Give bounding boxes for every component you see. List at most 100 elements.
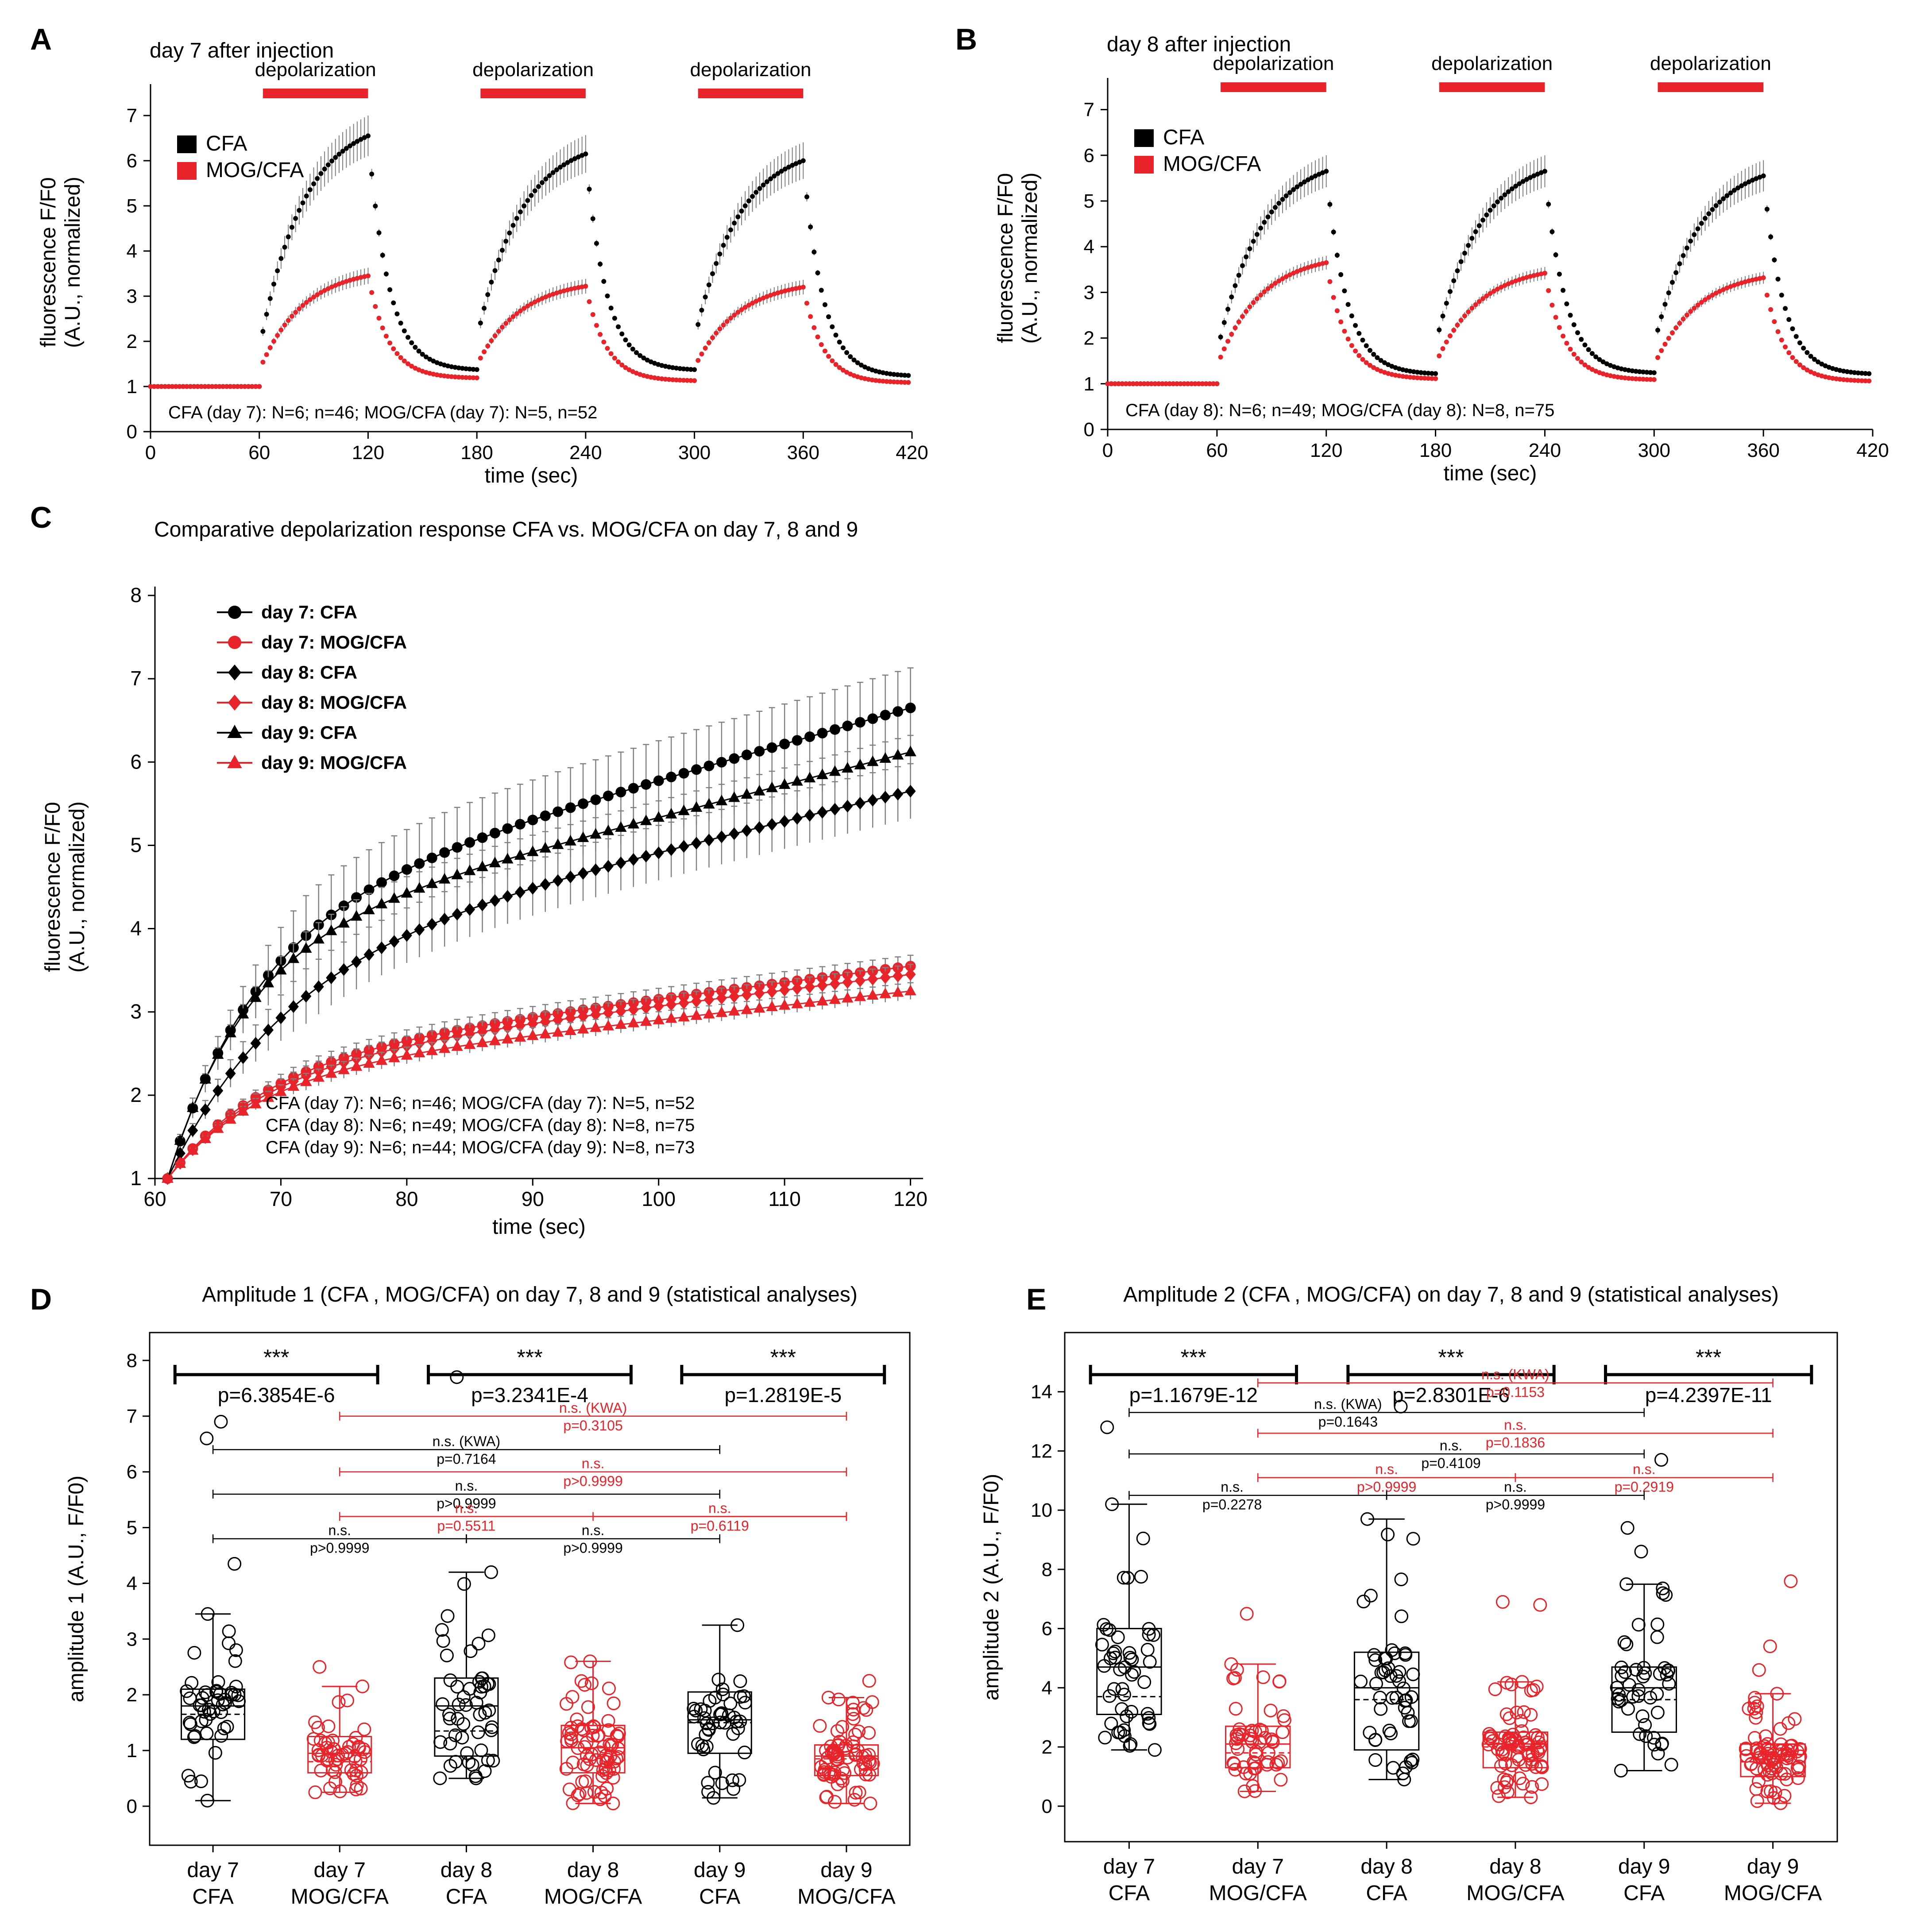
y-axis-label-line2: (A.U., normalized) xyxy=(61,177,85,348)
data-point xyxy=(816,768,828,779)
series-5 xyxy=(162,982,916,1183)
data-point xyxy=(1717,199,1722,205)
data-point xyxy=(200,1793,214,1808)
x-tick-label: 120 xyxy=(893,1187,927,1210)
y-axis-label-line1: fluorescence F/F0 xyxy=(994,173,1017,343)
data-point xyxy=(1235,1728,1249,1742)
plot-frame xyxy=(1064,1332,1838,1843)
data-point xyxy=(1287,272,1292,278)
data-point xyxy=(474,1680,488,1694)
data-point xyxy=(576,155,581,160)
data-point xyxy=(187,1646,201,1660)
data-point xyxy=(409,363,414,369)
data-point xyxy=(653,775,664,786)
data-point xyxy=(715,1006,728,1017)
data-point xyxy=(1509,186,1515,191)
data-point xyxy=(866,377,871,382)
data-point xyxy=(842,800,853,813)
data-point xyxy=(715,1682,730,1696)
data-point xyxy=(727,1711,741,1725)
chart-title: day 7 after injection xyxy=(150,39,334,62)
data-point xyxy=(271,339,276,344)
data-point xyxy=(665,808,677,819)
data-point xyxy=(540,810,551,821)
data-point xyxy=(1327,202,1333,207)
data-point xyxy=(1706,211,1712,216)
depolarization-bar xyxy=(1658,82,1764,92)
data-point xyxy=(605,346,610,351)
data-point xyxy=(1761,275,1766,280)
data-point xyxy=(1404,368,1409,373)
data-point xyxy=(340,148,345,154)
data-point xyxy=(706,340,711,345)
data-point xyxy=(816,1767,831,1781)
data-point xyxy=(596,1754,611,1768)
data-point xyxy=(485,344,491,349)
x-tick-label: 0 xyxy=(145,442,156,464)
data-point xyxy=(427,356,433,362)
data-point xyxy=(1692,232,1697,237)
data-point xyxy=(1604,361,1609,367)
data-point xyxy=(1163,381,1169,386)
data-point xyxy=(564,1024,576,1036)
data-point xyxy=(615,856,626,869)
data-point xyxy=(1793,334,1799,339)
category-label-line1: day 7 xyxy=(187,1859,239,1882)
data-point xyxy=(349,1769,363,1783)
data-point xyxy=(1597,357,1602,362)
data-point xyxy=(536,298,541,303)
box-4 xyxy=(687,1618,752,1805)
data-point xyxy=(742,203,748,209)
data-point xyxy=(1754,277,1759,282)
legend-swatch xyxy=(1134,156,1154,174)
data-point xyxy=(844,370,850,375)
data-point xyxy=(656,376,661,381)
data-point xyxy=(1517,181,1522,186)
data-point xyxy=(1525,1757,1539,1771)
data-point xyxy=(1121,1571,1135,1585)
y-tick-label: 10 xyxy=(1031,1499,1052,1521)
depolarization-label: depolarization xyxy=(472,59,594,81)
significance-p-value: p=4.2397E-11 xyxy=(1645,1383,1772,1406)
category-label-line1: day 7 xyxy=(314,1859,366,1882)
data-point xyxy=(1364,343,1369,348)
data-point xyxy=(708,1766,722,1780)
data-point xyxy=(1662,341,1668,347)
y-tick-label: 0 xyxy=(1042,1796,1052,1817)
data-point xyxy=(1702,297,1708,302)
data-point xyxy=(1229,294,1234,300)
data-point xyxy=(1371,365,1376,370)
data-point xyxy=(436,1697,450,1711)
data-point xyxy=(855,360,860,365)
data-point xyxy=(1506,1727,1520,1742)
data-point xyxy=(1650,1705,1665,1719)
data-point xyxy=(1619,1577,1634,1591)
data-point xyxy=(729,753,740,764)
data-point xyxy=(313,1660,327,1674)
data-point xyxy=(262,977,274,988)
data-point xyxy=(465,1758,479,1772)
data-point xyxy=(1749,1705,1763,1719)
data-point xyxy=(206,384,211,389)
comparison-p-value: p=0.2278 xyxy=(1202,1497,1262,1513)
data-point xyxy=(1236,273,1241,278)
data-point xyxy=(162,384,168,389)
data-point xyxy=(1768,1785,1782,1800)
data-point xyxy=(1631,1689,1646,1703)
data-point xyxy=(859,1703,873,1717)
category-label-line2: MOG/CFA xyxy=(544,1885,642,1909)
data-point xyxy=(634,350,639,355)
data-point xyxy=(1389,372,1395,377)
data-point xyxy=(398,355,403,360)
data-point xyxy=(612,316,617,321)
data-point xyxy=(641,850,652,863)
data-point xyxy=(727,1782,741,1796)
data-point xyxy=(201,1607,215,1621)
data-point xyxy=(1819,373,1824,379)
panel-letter-E: E xyxy=(1026,1283,1046,1316)
data-point xyxy=(833,332,839,338)
data-point xyxy=(615,787,626,798)
data-point xyxy=(471,1725,485,1739)
data-point xyxy=(1240,1607,1254,1621)
data-point xyxy=(1462,251,1467,256)
